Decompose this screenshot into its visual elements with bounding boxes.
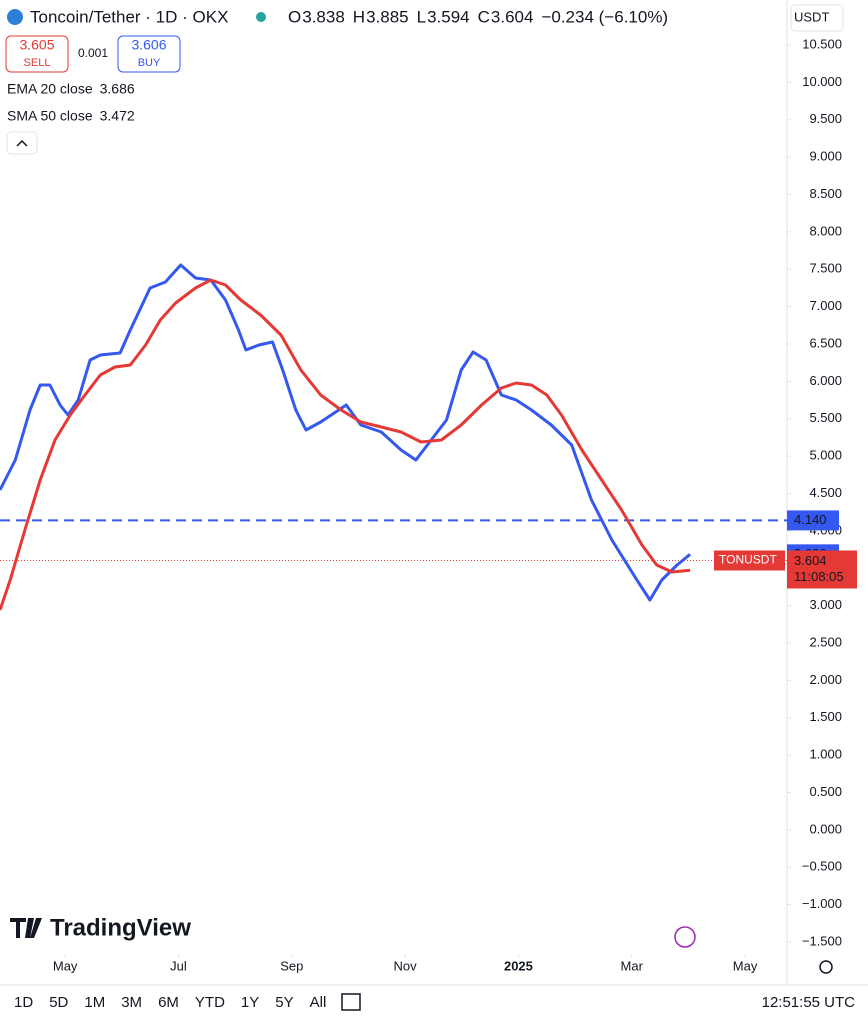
sell-button[interactable] <box>5 35 69 73</box>
legend-value: 3.686 <box>100 81 135 97</box>
x-tick-label: 2025 <box>504 958 533 973</box>
sell-price: 3.605 <box>19 37 54 53</box>
compare-icon[interactable] <box>341 993 361 1011</box>
ohlc-key: L <box>417 7 426 26</box>
y-tick-label: 1.000 <box>809 747 842 762</box>
y-tick-label: 3.000 <box>809 597 842 612</box>
y-tick-label: 1.500 <box>809 709 842 724</box>
y-tick-label: −0.500 <box>802 859 842 874</box>
ohlc-value: 3.838 <box>302 7 345 26</box>
ohlc-key: H <box>353 7 365 26</box>
y-tick-label: −1.000 <box>802 896 842 911</box>
symbol-title[interactable]: Toncoin/Tether · 1D · OKX <box>30 7 228 26</box>
collapse-button[interactable] <box>6 131 38 155</box>
y-tick-label: 0.500 <box>809 784 842 799</box>
symbol-tag-label: TONUSDT <box>719 553 777 567</box>
market-status <box>256 12 266 22</box>
currency: USDT <box>794 9 829 24</box>
hline-tag <box>787 510 839 531</box>
range-button[interactable]: 5Y <box>275 994 293 1011</box>
y-tick-label: 2.500 <box>809 634 842 649</box>
range-button[interactable]: 1D <box>14 994 33 1011</box>
price-label: 3.604 <box>794 553 827 568</box>
y-tick-label: 9.500 <box>809 111 842 126</box>
range-button[interactable]: YTD <box>195 994 225 1011</box>
buy-label: BUY <box>138 57 161 69</box>
alert-icon[interactable] <box>674 926 696 948</box>
y-tick-label: 10.000 <box>802 74 842 89</box>
indicator-line <box>0 278 691 611</box>
y-tick-label: 4.500 <box>809 485 842 500</box>
y-tick-label: 6.500 <box>809 335 842 350</box>
y-tick-label: 0.000 <box>809 821 842 836</box>
spread: 0.001 <box>78 46 108 60</box>
ohlc-value: 3.604 <box>491 7 534 26</box>
currency-button[interactable] <box>790 4 844 32</box>
clock: 12:51:55 UTC <box>762 994 856 1011</box>
y-tick-label: 8.500 <box>809 186 842 201</box>
sell-label: SELL <box>24 57 51 69</box>
y-tick-label: 6.000 <box>809 373 842 388</box>
ohlc-value: 3.594 <box>427 7 470 26</box>
indicator-line <box>0 263 692 602</box>
y-tick-label: 5.500 <box>809 410 842 425</box>
ohlc-key: O <box>288 7 301 26</box>
y-tick-label: 10.500 <box>802 36 842 51</box>
price-tag <box>787 550 857 589</box>
buy-price: 3.606 <box>131 37 166 53</box>
range-button[interactable]: 3M <box>121 994 142 1011</box>
y-tick-label: 8.000 <box>809 223 842 238</box>
brand-logo <box>10 918 42 938</box>
range-button[interactable]: 6M <box>158 994 179 1011</box>
buy-button[interactable] <box>117 35 181 73</box>
x-tick-label: May <box>733 958 758 973</box>
legend-name: SMA 50 close <box>7 108 93 124</box>
x-tick-label: Jul <box>170 958 187 973</box>
y-tick-label: −1.500 <box>802 933 842 948</box>
symbol-tag <box>714 550 785 571</box>
y-tick-label: 7.000 <box>809 298 842 313</box>
y-tick-label: 7.500 <box>809 261 842 276</box>
settings-icon[interactable] <box>819 960 833 974</box>
range-button[interactable]: 1M <box>84 994 105 1011</box>
collapse-icon <box>16 139 28 147</box>
range-button[interactable]: 5D <box>49 994 68 1011</box>
change: −0.234 (−6.10%) <box>541 7 668 26</box>
x-tick-label: May <box>53 958 78 973</box>
y-tick-label: 2.000 <box>809 672 842 687</box>
y-tick-label: 9.000 <box>809 149 842 164</box>
legend-value: 3.472 <box>100 108 135 124</box>
hline-label: 4.140 <box>794 512 827 527</box>
legend-name: EMA 20 close <box>7 81 93 97</box>
range-button[interactable]: All <box>310 994 327 1011</box>
range-button[interactable]: 1Y <box>241 994 259 1011</box>
countdown: 11:08:05 <box>794 569 844 584</box>
symbol-icon <box>7 9 23 25</box>
ohlc-key: C <box>478 7 490 26</box>
brand[interactable]: TradingView <box>50 914 191 941</box>
x-tick-label: Mar <box>621 958 644 973</box>
x-tick-label: Sep <box>280 958 303 973</box>
x-tick-label: Nov <box>394 958 418 973</box>
y-tick-label: 5.000 <box>809 448 842 463</box>
ohlc-value: 3.885 <box>366 7 409 26</box>
